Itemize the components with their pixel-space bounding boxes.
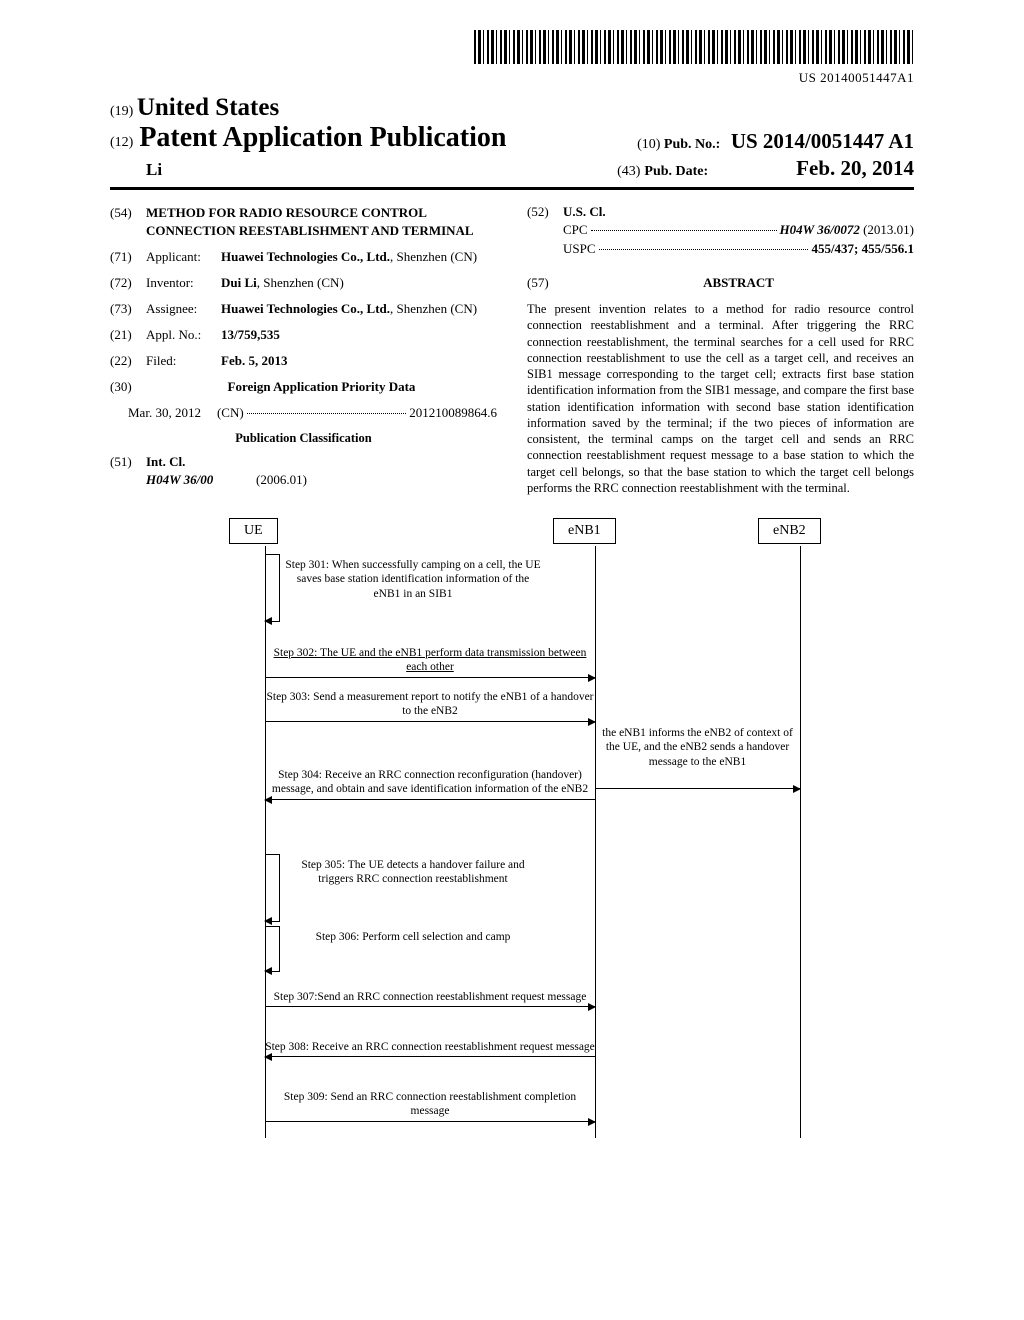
lifeline-enb2 (800, 546, 801, 1138)
diagram-step-label: Step 301: When successfully camping on a… (283, 558, 543, 601)
diagram-self-arrow (265, 854, 280, 922)
header-rule (110, 187, 914, 190)
invention-title: METHOD FOR RADIO RESOURCE CONTROL CONNEC… (146, 204, 497, 239)
diagram-step-label: Step 309: Send an RRC connection reestab… (265, 1090, 595, 1119)
pub-classification-title: Publication Classification (110, 431, 497, 446)
uspc-label: USPC (563, 241, 596, 257)
priority-date: Mar. 30, 2012 (128, 405, 201, 421)
inventor-label: Inventor: (146, 275, 221, 291)
code-73: (73) (110, 301, 146, 317)
dotted-leader (247, 412, 407, 414)
diagram-arrow (265, 799, 595, 800)
code-22: (22) (110, 353, 146, 369)
lifeline-box-enb2: eNB2 (758, 518, 821, 544)
lifeline-box-enb1: eNB1 (553, 518, 616, 544)
applicant-label: Applicant: (146, 249, 221, 265)
diagram-step-label: Step 305: The UE detects a handover fail… (283, 858, 543, 887)
uscl-label: U.S. Cl. (563, 204, 606, 220)
lifeline-enb1 (595, 546, 596, 1138)
code-54: (54) (110, 205, 146, 221)
diagram-arrow (265, 677, 595, 678)
intcl-label: Int. Cl. (146, 454, 185, 470)
applno-label: Appl. No.: (146, 327, 221, 343)
foreign-priority-title: Foreign Application Priority Data (146, 379, 497, 395)
dotted-leader (591, 229, 777, 231)
sequence-diagram: UE eNB1 eNB2 Step 301: When successfully ca… (110, 518, 914, 1158)
diagram-step-label: the eNB1 informs the eNB2 of context of … (601, 726, 794, 769)
bibliographic-columns: (54) METHOD FOR RADIO RESOURCE CONTROL C… (110, 204, 914, 496)
diagram-arrow (265, 1121, 595, 1122)
pub-no: US 2014/0051447 A1 (731, 129, 914, 153)
intcl-year: (2006.01) (256, 472, 307, 488)
applno: 13/759,535 (221, 327, 280, 343)
diagram-self-arrow (265, 926, 280, 972)
cpc-value: H04W 36/0072 (2013.01) (780, 222, 914, 238)
diagram-step-label: Step 306: Perform cell selection and cam… (283, 930, 543, 944)
lifeline-box-ue: UE (229, 518, 278, 544)
cpc-label: CPC (563, 222, 588, 238)
assignee-label: Assignee: (146, 301, 221, 317)
diagram-step-label: Step 308: Receive an RRC connection rees… (265, 1040, 595, 1054)
applicant: Huawei Technologies Co., Ltd., Shenzhen … (221, 249, 477, 265)
pub-no-label: Pub. No.: (664, 137, 720, 152)
code-71: (71) (110, 249, 146, 265)
code-72: (72) (110, 275, 146, 291)
header: (19) United States (12) Patent Applicati… (110, 94, 914, 190)
code-30: (30) (110, 379, 146, 395)
barcode-area: US 20140051447A1 (110, 30, 914, 86)
abstract-title: ABSTRACT (563, 275, 914, 291)
diagram-arrow (265, 721, 595, 722)
uspc-value: 455/437; 455/556.1 (811, 241, 914, 257)
abstract-text: The present invention relates to a metho… (527, 301, 914, 496)
left-column: (54) METHOD FOR RADIO RESOURCE CONTROL C… (110, 204, 497, 496)
barcode-graphic (474, 30, 914, 64)
author: Li (146, 160, 162, 180)
pub-date: Feb. 20, 2014 (796, 156, 914, 180)
filed-label: Filed: (146, 353, 221, 369)
code-52: (52) (527, 204, 563, 220)
code-51: (51) (110, 454, 146, 470)
diagram-step-label: Step 304: Receive an RRC connection reco… (265, 768, 595, 797)
diagram-step-label: Step 307:Send an RRC connection reestabl… (265, 990, 595, 1004)
priority-number: 201210089864.6 (409, 405, 497, 421)
diagram-step-label: Step 302: The UE and the eNB1 perform da… (265, 646, 595, 675)
filed-date: Feb. 5, 2013 (221, 353, 287, 369)
code-19: (19) (110, 104, 133, 119)
code-43: (43) (617, 164, 640, 179)
barcode-number: US 20140051447A1 (110, 70, 914, 86)
pub-date-label: Pub. Date: (644, 164, 708, 179)
code-57: (57) (527, 275, 563, 291)
code-21: (21) (110, 327, 146, 343)
dotted-leader (599, 248, 809, 250)
country: United States (137, 94, 279, 121)
diagram-arrow (595, 788, 800, 789)
code-10: (10) (637, 137, 660, 152)
diagram-self-arrow (265, 554, 280, 622)
diagram-step-label: Step 303: Send a measurement report to n… (265, 690, 595, 719)
intcl-class: H04W 36/00 (146, 472, 256, 488)
inventor: Dui Li, Shenzhen (CN) (221, 275, 344, 291)
right-column: (52) U.S. Cl. CPC H04W 36/0072 (2013.01)… (527, 204, 914, 496)
assignee: Huawei Technologies Co., Ltd., Shenzhen … (221, 301, 477, 317)
priority-country: (CN) (217, 405, 244, 421)
diagram-arrow (265, 1056, 595, 1057)
code-12: (12) (110, 135, 133, 151)
publication-type: Patent Application Publication (139, 122, 506, 154)
diagram-arrow (265, 1006, 595, 1007)
